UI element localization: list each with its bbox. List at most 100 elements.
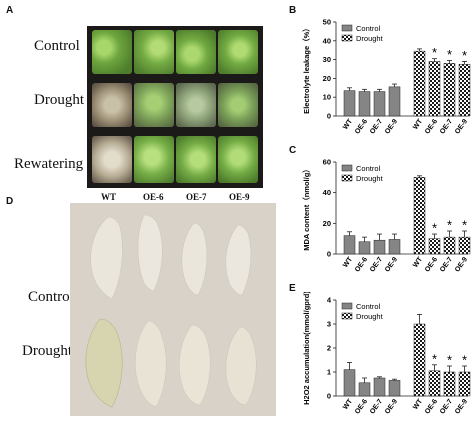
significance-star: * bbox=[462, 218, 467, 233]
x-tick-label: OE-6 bbox=[424, 256, 439, 273]
seedling-photo bbox=[87, 26, 263, 188]
x-tick-label: OE-9 bbox=[384, 118, 399, 135]
bar-drought-oe-7 bbox=[443, 371, 456, 397]
legend-label-control: Control bbox=[356, 302, 381, 311]
x-tick-label: OE-7 bbox=[369, 118, 384, 135]
tray-drought-oe9 bbox=[218, 83, 258, 127]
x-tick-label: OE-6 bbox=[424, 398, 439, 415]
panel-d-label: D bbox=[6, 196, 14, 207]
x-tick-label: WT bbox=[412, 398, 424, 412]
legend-label-drought: Drought bbox=[356, 174, 384, 183]
x-tick-label: OE-7 bbox=[369, 398, 384, 415]
leaf-drought-oe6 bbox=[135, 320, 167, 408]
tray-control-oe7 bbox=[176, 30, 216, 74]
legend-label-drought: Drought bbox=[356, 34, 384, 43]
leaf-control-oe6 bbox=[137, 214, 163, 292]
bar-control-oe-9 bbox=[388, 380, 401, 397]
leaf-drought-oe9 bbox=[225, 326, 257, 406]
x-tick-label: OE-9 bbox=[454, 398, 469, 415]
leaf-control-wt bbox=[90, 216, 123, 300]
legend-swatch-drought bbox=[341, 174, 353, 182]
panel-d-row-control: Control bbox=[28, 289, 74, 305]
bar-drought-oe-6 bbox=[428, 61, 441, 117]
panel-d-col-oe7: OE-7 bbox=[186, 192, 207, 202]
panel-a-row-control: Control bbox=[34, 38, 80, 54]
y-tick-label: 3 bbox=[327, 320, 331, 329]
y-axis-label: H2O2 accumulation(mmol/gprd) bbox=[302, 292, 311, 405]
leaf-drought-oe7 bbox=[179, 324, 211, 406]
bar-control-wt bbox=[343, 235, 356, 255]
bar-control-oe-7 bbox=[373, 377, 386, 397]
bar-drought-wt bbox=[413, 50, 426, 117]
significance-star: * bbox=[447, 353, 452, 368]
x-tick-label: WT bbox=[412, 256, 424, 270]
bar-drought-oe-7 bbox=[443, 63, 456, 117]
x-tick-label: OE-7 bbox=[369, 256, 384, 273]
x-tick-label: WT bbox=[342, 398, 354, 412]
y-tick-label: 2 bbox=[327, 344, 331, 353]
y-tick-label: 60 bbox=[323, 158, 331, 167]
bar-drought-oe-9 bbox=[458, 371, 471, 397]
bar-drought-wt bbox=[413, 323, 426, 397]
bar-drought-oe-9 bbox=[458, 236, 471, 255]
bar-drought-wt bbox=[413, 177, 426, 255]
y-axis-label: Electrolyte leakage（%） bbox=[301, 24, 311, 114]
y-tick-label: 0 bbox=[327, 112, 331, 121]
significance-star: * bbox=[462, 353, 467, 368]
panel-c-label: C bbox=[289, 145, 297, 156]
legend-label-control: Control bbox=[356, 24, 381, 33]
x-tick-label: OE-6 bbox=[354, 398, 369, 415]
panel-a-label: A bbox=[6, 5, 14, 16]
legend-swatch-control bbox=[341, 24, 353, 32]
legend-swatch-control bbox=[341, 164, 353, 172]
bar-control-oe-9 bbox=[388, 86, 401, 117]
bar-drought-oe-6 bbox=[428, 370, 441, 397]
x-tick-label: OE-6 bbox=[424, 118, 439, 135]
y-tick-label: 0 bbox=[327, 250, 331, 259]
y-tick-label: 40 bbox=[323, 36, 331, 45]
y-axis-label: MDA content（nmol/g） bbox=[301, 165, 311, 251]
leaf-control-oe9 bbox=[225, 224, 252, 296]
legend-swatch-drought bbox=[341, 34, 353, 42]
significance-star: * bbox=[462, 48, 467, 63]
x-tick-label: OE-7 bbox=[439, 398, 454, 415]
panel-e-label: E bbox=[289, 283, 296, 294]
legend-label-drought: Drought bbox=[356, 312, 384, 321]
bar-drought-oe-6 bbox=[428, 238, 441, 255]
bar-control-oe-6 bbox=[358, 382, 371, 397]
tray-drought-wt bbox=[92, 83, 132, 127]
y-tick-label: 1 bbox=[327, 368, 331, 377]
bar-control-oe-6 bbox=[358, 91, 371, 117]
legend-swatch-drought bbox=[341, 312, 353, 320]
x-tick-label: WT bbox=[412, 118, 424, 132]
tray-rewatering-oe9 bbox=[218, 136, 258, 183]
significance-star: * bbox=[432, 45, 437, 60]
y-tick-label: 50 bbox=[323, 18, 331, 27]
panel-d-col-wt: WT bbox=[101, 192, 117, 202]
significance-star: * bbox=[432, 351, 437, 366]
legend-label-control: Control bbox=[356, 164, 381, 173]
panel-d-col-oe9: OE-9 bbox=[229, 192, 250, 202]
y-tick-label: 4 bbox=[327, 296, 332, 305]
x-tick-label: OE-7 bbox=[439, 118, 454, 135]
x-tick-label: OE-9 bbox=[454, 256, 469, 273]
significance-star: * bbox=[447, 47, 452, 62]
panel-d-row-drought: Drought bbox=[22, 343, 72, 359]
y-tick-label: 0 bbox=[327, 392, 331, 401]
y-tick-label: 40 bbox=[323, 188, 331, 197]
y-tick-label: 10 bbox=[323, 93, 331, 102]
x-tick-label: OE-6 bbox=[354, 256, 369, 273]
x-tick-label: WT bbox=[342, 256, 354, 270]
bar-control-oe-7 bbox=[373, 91, 386, 117]
tray-drought-oe6 bbox=[134, 83, 174, 127]
tray-control-oe6 bbox=[134, 30, 174, 74]
bar-control-oe-7 bbox=[373, 239, 386, 255]
leaf-photo bbox=[70, 203, 276, 416]
bar-control-oe-6 bbox=[358, 241, 371, 255]
panel-a-row-drought: Drought bbox=[34, 92, 84, 108]
tray-rewatering-wt bbox=[92, 136, 132, 183]
tray-control-wt bbox=[92, 30, 132, 74]
bar-control-wt bbox=[343, 90, 356, 117]
